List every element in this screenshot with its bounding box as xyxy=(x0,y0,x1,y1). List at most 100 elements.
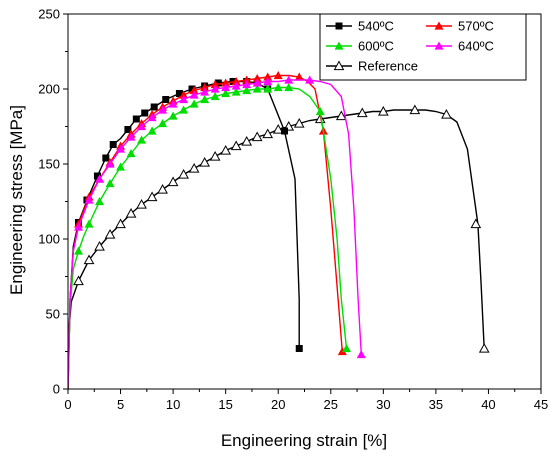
legend-label-540-c: 540ºC xyxy=(358,19,394,34)
series-600-c xyxy=(68,83,352,389)
data-point-570-c-11 xyxy=(189,86,199,95)
data-point-640-c-9 xyxy=(168,99,178,108)
data-point-540-c-13 xyxy=(214,79,222,87)
data-point-reference-16 xyxy=(241,135,253,146)
data-point-640-c-3 xyxy=(105,159,115,168)
data-point-reference-0 xyxy=(73,275,84,286)
data-point-reference-23 xyxy=(335,110,347,121)
data-point-640-c-6 xyxy=(137,122,147,131)
legend-marker-reference xyxy=(333,60,345,71)
y-tick-label-50: 50 xyxy=(46,307,60,322)
data-point-540-c-3 xyxy=(102,154,110,162)
y-axis-title: Engineering stress [MPa] xyxy=(7,105,26,295)
data-point-570-c-10 xyxy=(179,90,189,99)
data-point-600-c-2 xyxy=(95,197,105,206)
series-line-600-c xyxy=(68,86,348,389)
data-point-reference-21 xyxy=(293,117,305,128)
data-point-600-c-19 xyxy=(273,83,283,92)
data-point-600-c-10 xyxy=(179,105,189,114)
data-point-reference-28 xyxy=(470,218,482,229)
data-point-640-c-11 xyxy=(189,90,199,99)
data-point-570-c-15 xyxy=(231,77,241,86)
data-point-570-c-12 xyxy=(200,83,210,92)
data-point-600-c-8 xyxy=(158,119,168,128)
y-tick-label-200: 200 xyxy=(38,82,60,97)
data-point-600-c-18 xyxy=(263,84,273,93)
data-point-reference-11 xyxy=(188,162,200,173)
data-point-640-c-17 xyxy=(252,78,262,87)
legend-label-600-c: 600ºC xyxy=(358,39,394,54)
legend-marker-600-c xyxy=(334,41,344,50)
data-point-reference-1 xyxy=(83,254,95,265)
plot-area xyxy=(68,71,490,389)
legend-box xyxy=(319,13,527,81)
data-point-570-c-16 xyxy=(242,75,252,84)
data-point-540-c-10 xyxy=(175,90,183,97)
data-point-640-c-15 xyxy=(231,81,241,90)
data-point-640-c-18 xyxy=(263,77,273,86)
x-tick-label-5: 5 xyxy=(117,397,124,412)
data-point-reference-7 xyxy=(146,191,158,202)
data-point-570-c-19 xyxy=(273,71,283,80)
data-point-reference-3 xyxy=(104,228,116,239)
series-640-c xyxy=(68,75,366,389)
data-point-640-c-5 xyxy=(126,132,136,141)
data-point-reference-17 xyxy=(251,131,263,142)
data-point-640-c-7 xyxy=(147,113,157,122)
x-tick-label-25: 25 xyxy=(324,397,338,412)
data-point-600-c-3 xyxy=(105,179,115,188)
x-tick-label-40: 40 xyxy=(481,397,495,412)
data-point-640-c-19 xyxy=(284,75,294,84)
data-point-reference-10 xyxy=(178,168,189,179)
data-point-640-c-8 xyxy=(158,105,168,114)
legend-marker-640-c xyxy=(434,41,444,50)
data-point-reference-29 xyxy=(478,342,490,353)
legend-label-640-c: 640ºC xyxy=(458,39,494,54)
legend-item-600-c: 600ºC xyxy=(326,39,394,54)
data-point-540-c-2 xyxy=(93,172,101,180)
data-point-570-c-20 xyxy=(294,72,304,81)
data-point-640-c-20 xyxy=(305,75,315,84)
y-tick-label-150: 150 xyxy=(38,157,60,172)
data-point-640-c-0 xyxy=(74,222,84,231)
data-point-570-c-17 xyxy=(252,74,262,83)
data-point-570-c-14 xyxy=(221,78,231,87)
legend-item-reference: Reference xyxy=(326,59,418,74)
data-point-600-c-22 xyxy=(342,344,352,353)
legend-label-reference: Reference xyxy=(358,59,418,74)
data-point-reference-14 xyxy=(220,144,232,155)
data-point-reference-24 xyxy=(356,107,368,118)
axes: 0 5 10 15 20 25 30 35 40 45 0 50 100 150 200 250 xyxy=(38,7,548,413)
data-point-reference-18 xyxy=(262,128,274,139)
data-point-reference-5 xyxy=(125,207,137,218)
data-point-600-c-15 xyxy=(231,87,241,96)
legend-label-570-c: 570ºC xyxy=(458,19,494,34)
data-point-reference-12 xyxy=(199,156,210,167)
data-point-540-c-6 xyxy=(132,115,140,123)
data-point-540-c-9 xyxy=(162,96,170,103)
data-point-600-c-12 xyxy=(200,95,210,104)
legend-item-640-c: 640ºC xyxy=(426,39,494,54)
data-point-540-c-8 xyxy=(150,103,158,111)
data-point-540-c-4 xyxy=(109,141,117,148)
data-point-reference-9 xyxy=(167,176,179,187)
data-point-reference-25 xyxy=(377,105,389,116)
series-reference xyxy=(68,104,490,389)
data-point-640-c-4 xyxy=(116,144,126,153)
x-tick-label-30: 30 xyxy=(376,397,390,412)
legend-marker-540-c xyxy=(335,22,343,30)
data-point-reference-4 xyxy=(115,218,126,229)
data-point-640-c-1 xyxy=(84,195,94,204)
data-point-540-c-5 xyxy=(124,126,132,133)
data-point-640-c-21 xyxy=(356,350,366,359)
series-540-c xyxy=(68,78,303,389)
data-point-640-c-16 xyxy=(242,80,252,89)
data-point-640-c-13 xyxy=(210,84,220,93)
x-tick-label-15: 15 xyxy=(218,397,232,412)
legend-item-540-c: 540ºC xyxy=(326,19,394,34)
data-point-570-c-13 xyxy=(210,80,220,89)
legend: 540ºC 570ºC 600ºC 640ºC Reference xyxy=(319,13,527,81)
x-axis-title: Engineering strain [%] xyxy=(221,431,387,450)
data-point-600-c-17 xyxy=(252,84,262,93)
data-point-600-c-20 xyxy=(284,83,294,92)
